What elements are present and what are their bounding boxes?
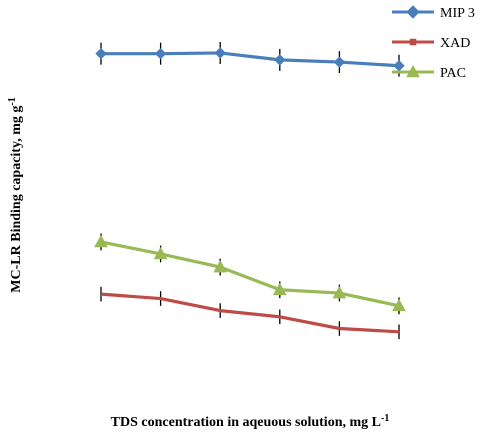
series-pac <box>94 233 406 315</box>
legend-marker <box>409 38 417 46</box>
x-axis-label-superscript: -1 <box>381 413 389 424</box>
legend-marker <box>406 5 420 19</box>
legend-marker <box>406 64 420 78</box>
data-point <box>94 234 108 248</box>
series-mip-3 <box>95 41 405 77</box>
data-point <box>333 56 346 68</box>
data-point <box>272 282 287 296</box>
x-axis-label-text: TDS concentration in aqeuous solution, m… <box>111 415 381 430</box>
legend-item-xad: XAD <box>392 36 470 51</box>
legend-label: XAD <box>440 36 470 51</box>
y-axis-label-text: MC-LR Binding capacity, mg g <box>9 106 24 293</box>
data-point <box>213 260 228 273</box>
data-point <box>392 298 406 312</box>
data-point <box>393 60 405 72</box>
x-axis-label: TDS concentration in aqeuous solution, m… <box>111 413 390 430</box>
legend-label: MIP 3 <box>440 6 475 21</box>
y-axis-label-superscript: -1 <box>7 97 18 105</box>
data-point <box>332 286 347 299</box>
legend-label: PAC <box>440 66 466 81</box>
data-point <box>274 54 286 66</box>
legend-item-mip-3: MIP 3 <box>392 5 475 21</box>
data-point <box>154 47 167 60</box>
legend-item-pac: PAC <box>392 64 466 81</box>
data-point <box>214 47 226 59</box>
series-line <box>100 240 400 308</box>
legend: MIP 3 XAD PAC <box>392 5 475 81</box>
data-point <box>153 246 168 260</box>
plot-area <box>94 41 406 340</box>
series-xad <box>100 286 400 340</box>
y-axis-label: MC-LR Binding capacity, mg g-1 <box>7 97 24 292</box>
series-line <box>100 292 400 334</box>
data-point <box>95 47 107 60</box>
series-line <box>101 51 400 68</box>
